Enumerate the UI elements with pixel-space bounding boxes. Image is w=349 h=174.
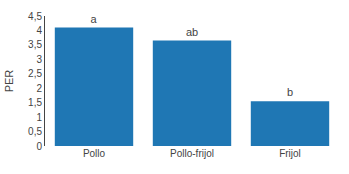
svg-text:1: 1	[36, 112, 42, 123]
svg-text:0,5: 0,5	[28, 126, 42, 137]
svg-text:2,5: 2,5	[28, 68, 42, 79]
svg-text:a: a	[91, 13, 98, 25]
svg-text:b: b	[287, 86, 293, 98]
svg-text:0: 0	[36, 141, 42, 152]
svg-text:4: 4	[36, 25, 42, 36]
svg-text:Pollo-frijol: Pollo-frijol	[170, 148, 214, 159]
svg-text:ab: ab	[186, 26, 198, 38]
svg-text:3: 3	[36, 54, 42, 65]
svg-text:Pollo: Pollo	[83, 148, 106, 159]
svg-text:2: 2	[36, 83, 42, 94]
svg-text:4,5: 4,5	[28, 11, 42, 22]
svg-text:PER: PER	[3, 70, 15, 93]
svg-text:3,5: 3,5	[28, 39, 42, 50]
svg-text:Frijol: Frijol	[279, 148, 301, 159]
svg-text:1,5: 1,5	[28, 97, 42, 108]
